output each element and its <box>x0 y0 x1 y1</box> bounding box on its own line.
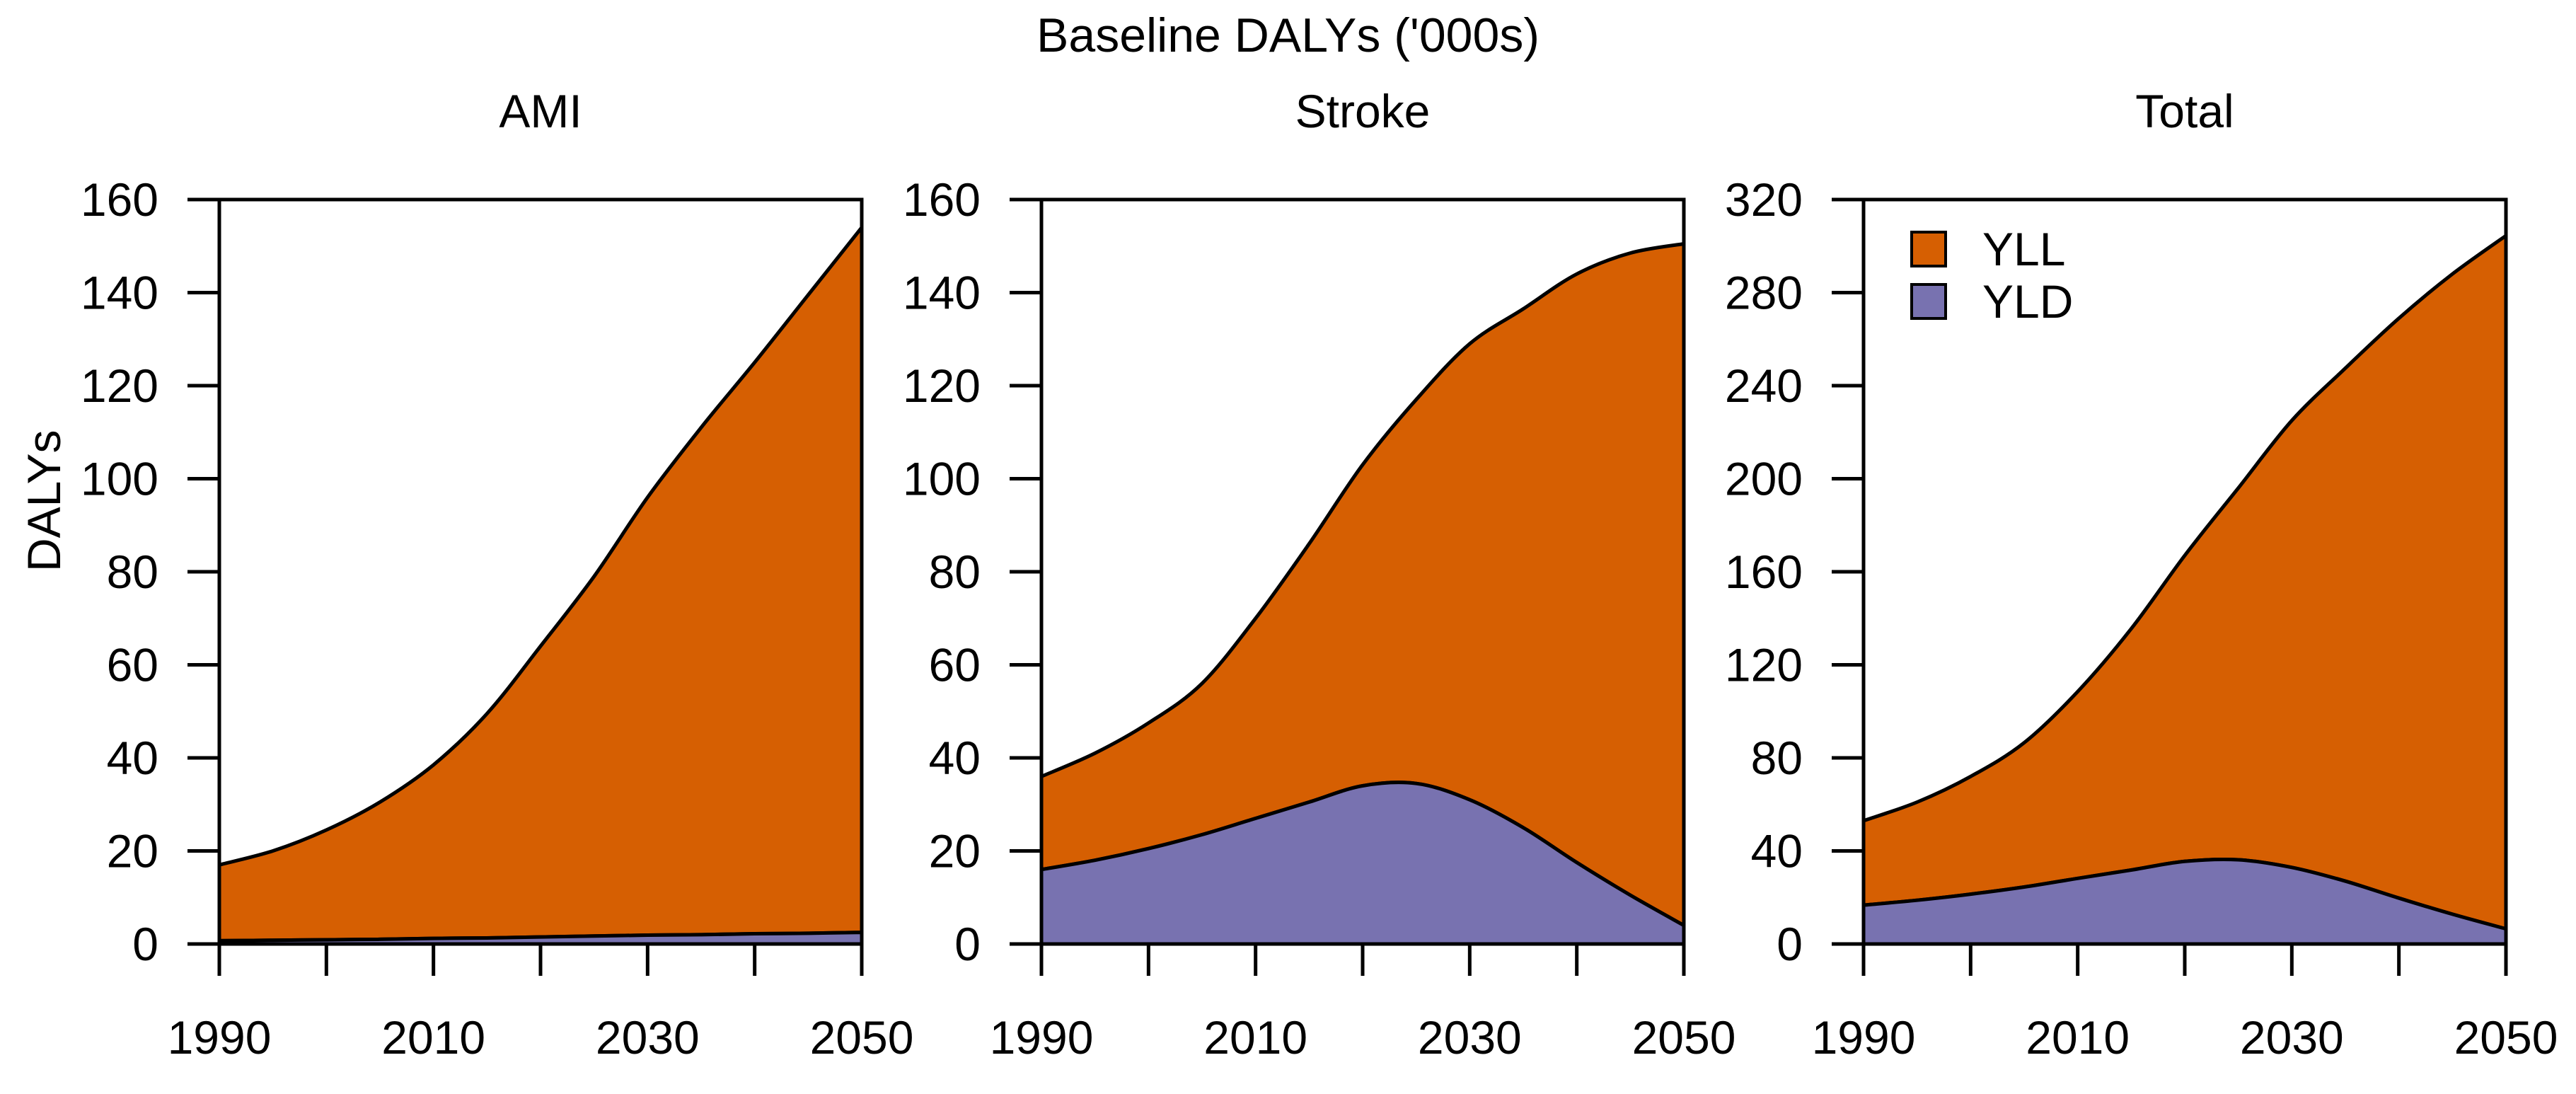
y-tick-label: 320 <box>1725 173 1803 226</box>
x-tick-label: 1990 <box>990 1011 1094 1064</box>
y-tick-label: 20 <box>107 825 158 877</box>
y-tick-label: 100 <box>903 453 981 505</box>
x-tick-label: 2010 <box>1203 1011 1307 1064</box>
y-tick-label: 140 <box>81 267 158 319</box>
legend-swatch-yll <box>1910 231 1947 267</box>
panel-total: 0 40 80 120 160 200 240 280 320 1990 2010 2030 2050 <box>1725 173 2558 1064</box>
y-tick-label: 0 <box>132 918 158 970</box>
y-tick-label: 40 <box>929 732 981 784</box>
x-tick-label: 2030 <box>1418 1011 1522 1064</box>
y-tick-label: 240 <box>1725 359 1803 412</box>
y-tick-label: 60 <box>107 639 158 691</box>
x-tick-label: 1990 <box>168 1011 272 1064</box>
legend: YLL YLD <box>1910 223 2074 328</box>
y-tick-label: 80 <box>1751 732 1803 784</box>
panel-title-total: Total <box>2135 85 2234 137</box>
y-tick-label: 80 <box>929 546 981 598</box>
panel-stroke: 0 20 40 60 80 100 120 140 160 1990 2010 2030 2050 <box>903 173 1736 1064</box>
y-tick-label: 100 <box>81 453 158 505</box>
area-yll-ami <box>217 225 864 943</box>
panel-ami: 0 20 40 60 80 100 120 140 160 1990 2010 2030 2050 <box>81 173 914 1064</box>
x-tick-label: 2030 <box>2240 1011 2344 1064</box>
y-tick-label: 0 <box>1777 918 1803 970</box>
legend-item-yll: YLL <box>1910 223 2073 275</box>
y-tick-label: 280 <box>1725 267 1803 319</box>
area-yld-total <box>1861 857 2508 946</box>
panel-title-ami: AMI <box>499 85 582 137</box>
y-tick-label: 60 <box>929 639 981 691</box>
y-tick-label: 20 <box>929 825 981 877</box>
y-tick-label: 160 <box>1725 546 1803 598</box>
y-tick-label: 140 <box>903 267 981 319</box>
area-yll-total <box>1861 234 2508 931</box>
y-tick-label: 120 <box>903 359 981 412</box>
panel-title-stroke: Stroke <box>1295 85 1431 137</box>
area-yld-stroke <box>1039 781 1686 946</box>
y-tick-label: 200 <box>1725 453 1803 505</box>
y-tick-label: 40 <box>107 732 158 784</box>
x-tick-label: 2030 <box>596 1011 700 1064</box>
y-tick-label: 160 <box>81 173 158 226</box>
y-tick-label: 120 <box>1725 639 1803 691</box>
area-yld-ami <box>217 931 864 946</box>
y-tick-label: 40 <box>1751 825 1803 877</box>
y-tick-label: 120 <box>81 359 158 412</box>
legend-label-yll: YLL <box>1982 223 2066 275</box>
legend-item-yld: YLD <box>1910 275 2074 328</box>
y-tick-label: 160 <box>903 173 981 226</box>
x-tick-label: 2050 <box>2454 1011 2558 1064</box>
y-tick-label: 80 <box>107 546 158 598</box>
chart-title: Baseline DALYs ('000s) <box>1036 8 1540 62</box>
x-tick-label: 2050 <box>1632 1011 1736 1064</box>
x-tick-label: 2010 <box>381 1011 485 1064</box>
x-tick-label: 2050 <box>810 1011 914 1064</box>
x-tick-label: 1990 <box>1812 1011 1916 1064</box>
legend-label-yld: YLD <box>1982 275 2074 328</box>
legend-swatch-yld <box>1910 283 1947 320</box>
x-tick-label: 2010 <box>2026 1011 2130 1064</box>
y-tick-label: 0 <box>954 918 981 970</box>
